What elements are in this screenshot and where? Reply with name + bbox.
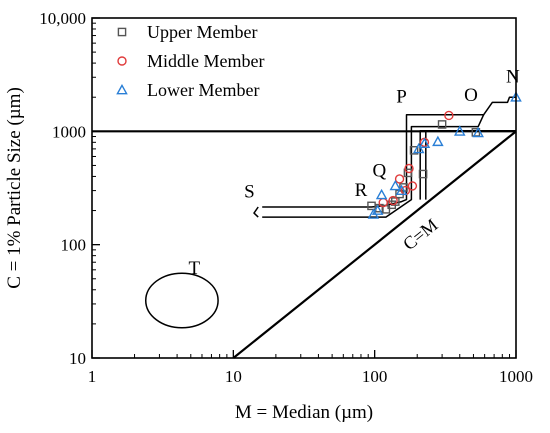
legend-square-icon (117, 27, 127, 37)
y-tick-label: 1000 (52, 122, 86, 141)
region-label-o: O (464, 85, 478, 106)
data-point-circle (404, 163, 414, 174)
data-point-square (403, 168, 413, 178)
data-point-triangle (472, 126, 484, 138)
legend-triangle-icon (116, 83, 128, 95)
data-point-circle (407, 181, 418, 191)
data-point-circle (444, 110, 454, 121)
legend-triangle-marker (116, 83, 128, 95)
legend: Upper Member Middle Member Lower Member (116, 22, 264, 100)
legend-label-middle-member: Middle Member (147, 51, 264, 71)
legend-item-lower-member: Lower Member (116, 80, 259, 100)
x-axis-label: M = Median (µm) (235, 402, 373, 423)
y-axis-label: C = 1% Particle Size (µm) (4, 87, 25, 289)
plot-frame (91, 17, 517, 359)
legend-label-lower-member: Lower Member (147, 80, 259, 100)
data-point-triangle (375, 188, 388, 200)
region-label-p: P (396, 86, 407, 107)
data-point-square (367, 201, 376, 211)
legend-circle-marker (117, 56, 127, 66)
labels-layer: N O P QR S T (189, 66, 520, 279)
legend-circle-icon (117, 56, 127, 66)
data-point-triangle (453, 125, 466, 136)
legend-square-marker (117, 27, 127, 37)
legend-label-upper-member: Upper Member (147, 22, 257, 42)
data-point-circle (388, 195, 398, 206)
x-tick-label: 1000 (499, 367, 533, 386)
y-tick-label: 10,000 (39, 9, 86, 28)
region-label-t: T (189, 258, 201, 279)
data-point-square (418, 169, 428, 179)
region-boundary (419, 130, 516, 200)
data-point-circle (394, 174, 405, 184)
x-tick-label: 10 (225, 367, 242, 386)
region-t-ellipse (144, 272, 219, 329)
data-point-triangle (395, 184, 408, 195)
region-label-r: R (355, 180, 368, 201)
data-point-triangle (371, 204, 384, 215)
points-layer (367, 91, 522, 219)
region-label-s: S (244, 182, 255, 203)
data-point-square (437, 120, 447, 129)
data-point-triangle (432, 135, 444, 147)
region-boundary (262, 114, 485, 218)
region-label-n: N (506, 66, 520, 87)
region-boundary (253, 206, 259, 218)
series-middle-member (378, 110, 454, 208)
legend-item-upper-member: Upper Member (117, 22, 257, 42)
x-tick-label: 1 (88, 367, 97, 386)
c-equals-m-line (232, 130, 517, 359)
data-point-square (409, 146, 419, 155)
data-point-triangle (389, 179, 402, 191)
legend-item-middle-member: Middle Member (117, 51, 264, 71)
x-tick-label: 100 (362, 367, 388, 386)
y-tick-label: 10 (69, 349, 86, 368)
region-boundary (262, 96, 516, 208)
y-tick-label: 100 (61, 236, 87, 255)
region-label-q: Q (373, 160, 387, 181)
reference-layer: C=M (92, 130, 517, 359)
data-point-triangle (418, 137, 431, 148)
data-point-triangle (412, 142, 425, 154)
